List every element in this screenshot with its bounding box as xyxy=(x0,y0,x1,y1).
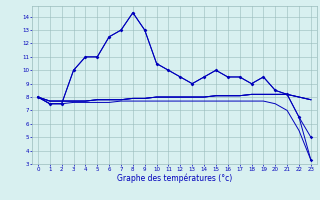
X-axis label: Graphe des températures (°c): Graphe des températures (°c) xyxy=(117,173,232,183)
